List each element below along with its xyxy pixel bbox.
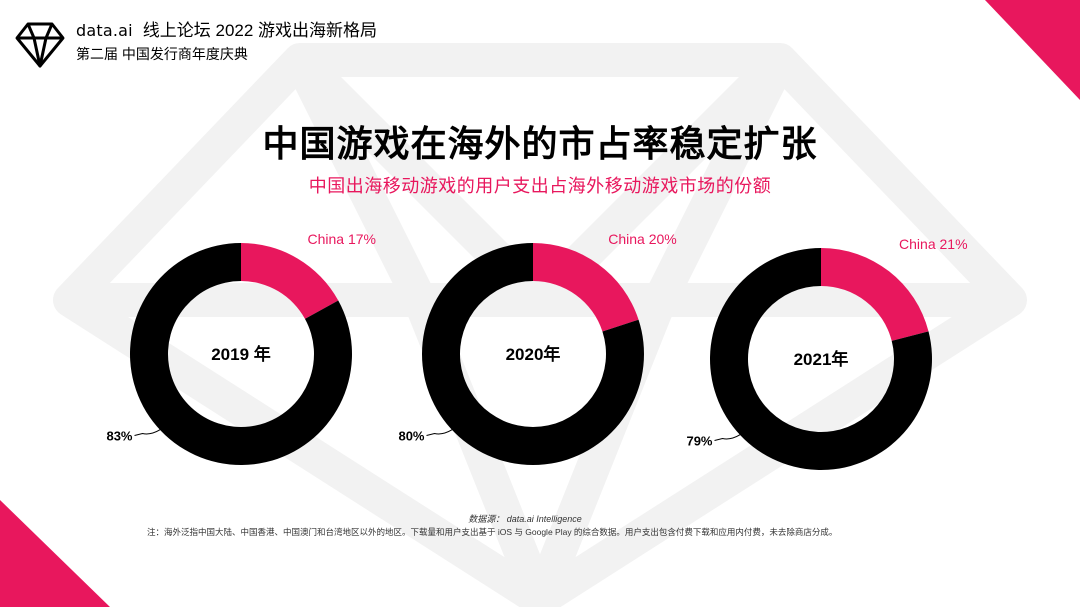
rest-share-leader-line	[426, 429, 453, 436]
header-brand-line: data.ai 线上论坛 2022 游戏出海新格局	[76, 20, 377, 42]
rest-share-leader-line	[714, 434, 741, 441]
event-subtitle: 第二届 中国发行商年度庆典	[76, 46, 248, 62]
china-slice	[241, 243, 339, 319]
china-slice	[533, 243, 639, 332]
data-ai-diamond-logo-icon	[15, 22, 65, 68]
year-label: 2020年	[506, 344, 561, 364]
year-label: 2021年	[794, 349, 849, 369]
footnote: 注：海外泛指中国大陆、中国香港、中国澳门和台湾地区以外的地区。下载量和用户支出基…	[147, 527, 838, 537]
header: data.ai 线上论坛 2022 游戏出海新格局 第二届 中国发行商年度庆典	[14, 18, 377, 70]
donut-chart-1: 2019 年 China 17% 83%	[106, 231, 377, 466]
donut-chart-3: 2021年 China 21% 79%	[686, 236, 968, 470]
data-source: 数据源： data.ai Intelligence	[468, 514, 582, 524]
rest-slice	[130, 243, 352, 466]
china-share-label: China 17%	[308, 231, 377, 247]
page-subtitle: 中国出海移动游戏的用户支出占海外移动游戏市场的份额	[308, 176, 772, 196]
page-title: 中国游戏在海外的市占率稳定扩张	[262, 123, 818, 164]
rest-share-label: 80%	[398, 428, 424, 443]
brand-name: data.ai	[76, 21, 133, 40]
footer: 数据源： data.ai Intelligence 注：海外泛指中国大陆、中国香…	[0, 512, 1080, 537]
china-share-label: China 21%	[899, 236, 968, 252]
rest-share-leader-line	[134, 429, 161, 436]
china-share-label: China 20%	[608, 231, 677, 247]
rest-share-label: 79%	[686, 433, 712, 448]
forum-title: 线上论坛 2022 游戏出海新格局	[142, 21, 378, 40]
donut-chart-2: 2020年 China 20% 80%	[398, 231, 677, 465]
china-slice	[821, 248, 929, 341]
rest-slice	[422, 243, 644, 465]
rest-share-label: 83%	[106, 428, 132, 443]
year-label: 2019 年	[211, 344, 271, 364]
rest-slice	[710, 248, 932, 470]
